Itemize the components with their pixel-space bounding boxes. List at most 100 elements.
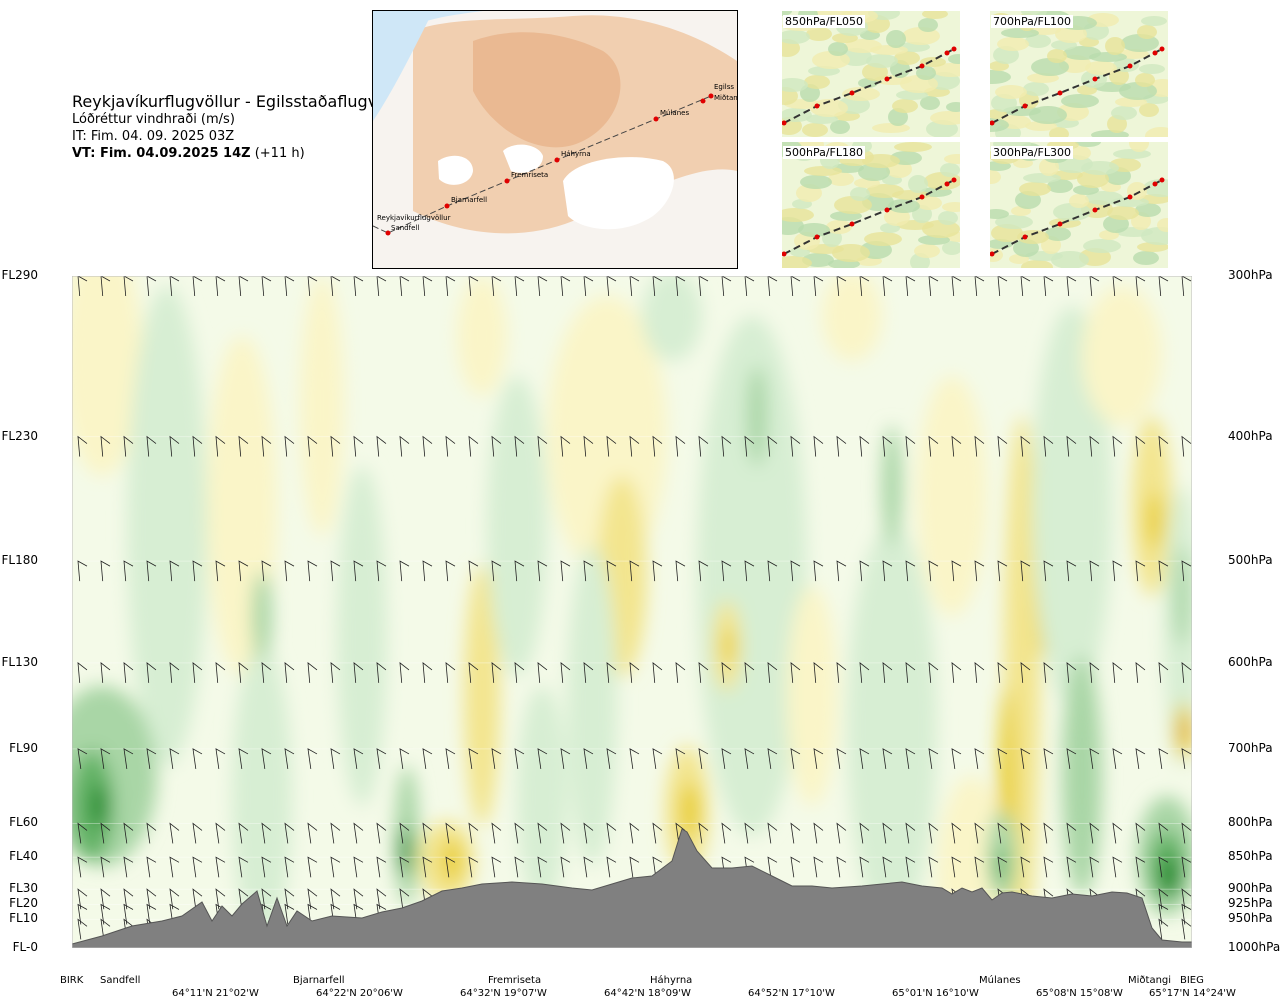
wind-barb (491, 822, 502, 844)
wind-barb (1181, 748, 1192, 769)
wind-barb (399, 856, 410, 878)
place-label: Múlanes (979, 975, 1021, 986)
wind-barb (284, 748, 295, 769)
wind-barb (77, 888, 88, 910)
wind-barb (215, 748, 226, 769)
wind-barb (261, 748, 272, 769)
wind-barb (238, 435, 249, 457)
wind-cell-up_faint (487, 376, 547, 676)
mini-map-field-cell (1143, 179, 1168, 197)
wind-barb (100, 822, 111, 844)
mini-map-field-cell (990, 209, 1009, 219)
wind-barb (1066, 276, 1077, 297)
mini-map-field-cell (1023, 82, 1049, 96)
wind-barb (468, 822, 479, 844)
mini-map-field-cell (798, 223, 830, 237)
wind-barb (1043, 856, 1054, 878)
wind-barb (675, 560, 686, 582)
mini-map-field-cell (892, 190, 930, 200)
wind-barb (399, 888, 410, 910)
wind-barb (1066, 435, 1077, 457)
wind-barb (215, 888, 226, 910)
wind-barb (169, 560, 180, 582)
mini-map-field-cell (1135, 73, 1155, 87)
mini-map-waypoint (1127, 63, 1133, 69)
wind-barb (169, 903, 180, 925)
wind-barb (491, 435, 502, 457)
wind-barb (422, 560, 433, 582)
mini-map-field-cell (782, 208, 814, 222)
wind-barb (261, 560, 272, 582)
wind-barb (790, 435, 801, 457)
wind-barb (836, 276, 847, 297)
place-label: Bjarnarfell (293, 975, 345, 986)
mini-map-field-cell (1113, 58, 1139, 72)
wind-barb (100, 888, 111, 910)
wind-cell-up_faint (337, 466, 387, 806)
mini-map-field-cell (914, 244, 940, 258)
wind-barb (215, 560, 226, 582)
map-label-reykjavik: Reykjavíkurflugvöllur (377, 214, 451, 222)
wind-barb (882, 276, 893, 297)
wind-barb (560, 276, 571, 297)
wind-barb (169, 856, 180, 878)
wind-barb (859, 276, 870, 297)
wind-barb (560, 822, 571, 844)
wind-barb (1020, 856, 1031, 878)
coord-label: 64°32'N 19°07'W (460, 988, 547, 999)
mini-map-500-svg (782, 142, 960, 268)
mini-map-field-cell (942, 202, 960, 212)
mini-map-field-cell (866, 54, 898, 68)
wind-barb (123, 903, 134, 925)
wind-barb (123, 560, 134, 582)
wind-cell-up_weak (1062, 656, 1102, 896)
wind-barb (1066, 856, 1077, 878)
wind-barb (1158, 888, 1169, 910)
mini-map-field-cell (1061, 94, 1099, 108)
mini-map-field-cell (916, 196, 942, 210)
mini-map-700-svg (990, 11, 1168, 137)
wind-barb (238, 822, 249, 844)
wind-barb (77, 276, 88, 297)
wind-barb (1158, 748, 1169, 769)
mini-map-waypoint (944, 181, 950, 187)
mini-map-waypoint (782, 120, 787, 126)
mini-map-field-cell (997, 37, 1029, 51)
wind-barb (1112, 435, 1123, 457)
wind-barb (1043, 662, 1054, 683)
wind-barb (77, 435, 88, 457)
wind-barb (238, 888, 249, 910)
mini-map-field-cell (782, 11, 792, 16)
wind-barb (1043, 435, 1054, 457)
wind-barb (606, 662, 617, 683)
overview-map-svg: Reykjavíkurflugvöllur Sandfell Bjarnarfe… (373, 11, 737, 268)
right-axis-label: 400hPa (1228, 428, 1273, 443)
wind-barb (675, 435, 686, 457)
wind-barb (974, 748, 985, 769)
wind-barb (307, 435, 318, 457)
langjokull-glacier (503, 144, 543, 173)
mini-map-waypoint (1127, 194, 1133, 200)
mini-map-field-cell (864, 232, 902, 246)
wind-barb (77, 856, 88, 878)
wind-barb (491, 748, 502, 769)
wind-barb (1181, 903, 1192, 925)
mini-map-field-cell (1089, 52, 1127, 62)
wind-barb (192, 276, 203, 297)
mini-map-field-cell (810, 99, 848, 117)
wind-barb (859, 435, 870, 457)
wind-barb (1020, 748, 1031, 769)
wind-cell-down_faint (457, 276, 507, 396)
right-axis-label: 300hPa (1228, 268, 1273, 282)
mini-map-field-cell (1017, 230, 1049, 244)
wind-barb (123, 662, 134, 683)
wind-cell-down_faint (787, 586, 837, 806)
wind-barb (491, 662, 502, 683)
wind-barb (146, 856, 157, 878)
wind-barb (353, 888, 364, 910)
wind-cell-down_weak (464, 566, 500, 826)
wind-barb (1066, 560, 1077, 582)
wind-barb (675, 662, 686, 683)
wind-barb (537, 662, 548, 683)
mini-map-field-cell (908, 175, 928, 193)
